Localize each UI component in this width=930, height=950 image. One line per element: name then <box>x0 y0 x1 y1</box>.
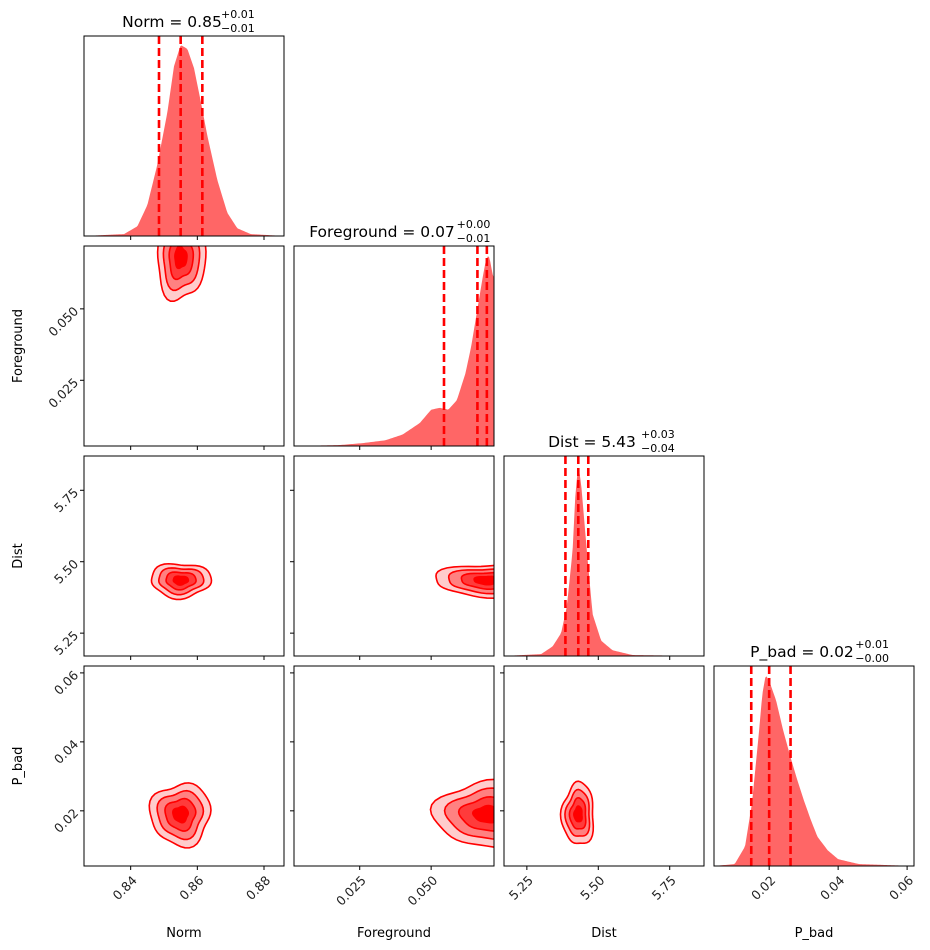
histogram-Norm <box>84 45 284 236</box>
panel-frame-2-2 <box>503 455 705 657</box>
y-tick-label-Foreground-0: 0.025 <box>45 375 81 411</box>
panel-frame-1-1 <box>293 245 495 447</box>
contour-level-0 <box>172 805 190 824</box>
y-tick-label-P_bad-1: 0.04 <box>51 736 81 766</box>
joint-panel-Norm-P_bad <box>148 782 212 849</box>
x-tick-label-Dist-2: 5.75 <box>649 873 679 903</box>
x-tick-label-P_bad-0: 0.02 <box>748 873 778 903</box>
title-lower-Norm: −0.01 <box>221 22 255 35</box>
x-tick-label-Norm-0: 0.84 <box>110 873 140 903</box>
x-axis-label-P_bad: P_bad <box>795 926 834 941</box>
panel-title-Foreground: Foreground = 0.07 +0.00−0.01 <box>309 218 490 245</box>
panel-frame-3-2 <box>503 665 705 867</box>
x-axis-label-Dist: Dist <box>591 926 617 941</box>
title-upper-Foreground: +0.00 <box>457 218 491 231</box>
y-axis-label-Dist: Dist <box>11 543 26 569</box>
title-upper-Dist: +0.03 <box>641 428 675 441</box>
y-tick-label-Dist-2: 5.75 <box>51 485 81 515</box>
x-tick-label-Dist-1: 5.50 <box>577 873 607 903</box>
y-tick-label-P_bad-2: 0.06 <box>51 667 81 697</box>
x-tick-label-Norm-1: 0.86 <box>176 873 206 903</box>
title-text-Dist: Dist = 5.43 <box>548 433 636 451</box>
panel-title-Dist: Dist = 5.43 +0.03−0.04 <box>548 428 675 455</box>
marginal-panel-Foreground <box>294 246 494 446</box>
panel-frame-2-0 <box>83 455 285 657</box>
title-lower-Dist: −0.04 <box>641 442 675 455</box>
panel-title-P_bad: P_bad = 0.02 +0.01−0.00 <box>750 638 889 665</box>
marginal-panel-Dist <box>504 456 704 656</box>
histogram-Dist <box>504 469 704 656</box>
x-tick-label-P_bad-1: 0.04 <box>817 873 847 903</box>
joint-panel-Norm-Foreground <box>156 246 207 303</box>
title-lower-P_bad: −0.00 <box>855 652 889 665</box>
x-axis-label-Foreground: Foreground <box>357 926 431 941</box>
panel-frame-3-0 <box>83 665 285 867</box>
y-tick-label-P_bad-0: 0.02 <box>51 805 81 835</box>
title-text-Norm: Norm = 0.85 <box>122 13 222 31</box>
joint-panel-Foreground-Dist <box>435 564 494 599</box>
x-tick-label-P_bad-2: 0.06 <box>886 873 916 903</box>
title-upper-P_bad: +0.01 <box>855 638 889 651</box>
panel-frame-2-1 <box>293 455 495 657</box>
panel-frame-0-0 <box>83 35 285 237</box>
x-axis-label-Norm: Norm <box>166 926 201 941</box>
marginal-panel-Norm <box>84 36 284 236</box>
y-axis-label-Foreground: Foreground <box>11 309 26 383</box>
contour-level-0 <box>573 805 583 823</box>
contour-level-0 <box>473 575 494 586</box>
panel-title-Norm: Norm = 0.85 +0.01−0.01 <box>122 8 255 35</box>
title-text-P_bad: P_bad = 0.02 <box>750 643 854 662</box>
panel-frame-1-0 <box>83 245 285 447</box>
title-text-Foreground: Foreground = 0.07 <box>309 223 455 241</box>
panel-frame-3-1 <box>293 665 495 867</box>
y-tick-label-Foreground-1: 0.050 <box>45 303 81 339</box>
histogram-Foreground <box>294 256 494 446</box>
x-tick-label-Foreground-1: 0.050 <box>404 873 440 909</box>
joint-panel-Dist-P_bad <box>559 780 595 845</box>
joint-panel-Foreground-P_bad <box>429 778 494 848</box>
histogram-P_bad <box>714 676 914 866</box>
joint-panel-Norm-Dist <box>150 562 213 601</box>
panel-frame-3-3 <box>713 665 915 867</box>
contour-level-0 <box>174 246 188 270</box>
title-upper-Norm: +0.01 <box>221 8 255 21</box>
marginal-panel-P_bad <box>714 666 914 866</box>
y-tick-label-Dist-0: 5.25 <box>51 628 81 658</box>
y-axis-label-P_bad: P_bad <box>11 747 26 786</box>
x-tick-label-Dist-0: 5.25 <box>506 873 536 903</box>
contour-level-0 <box>172 575 190 586</box>
x-tick-label-Foreground-0: 0.025 <box>333 873 369 909</box>
y-tick-label-Dist-1: 5.50 <box>51 556 81 586</box>
x-tick-label-Norm-2: 0.88 <box>243 873 273 903</box>
title-lower-Foreground: −0.01 <box>457 232 491 245</box>
